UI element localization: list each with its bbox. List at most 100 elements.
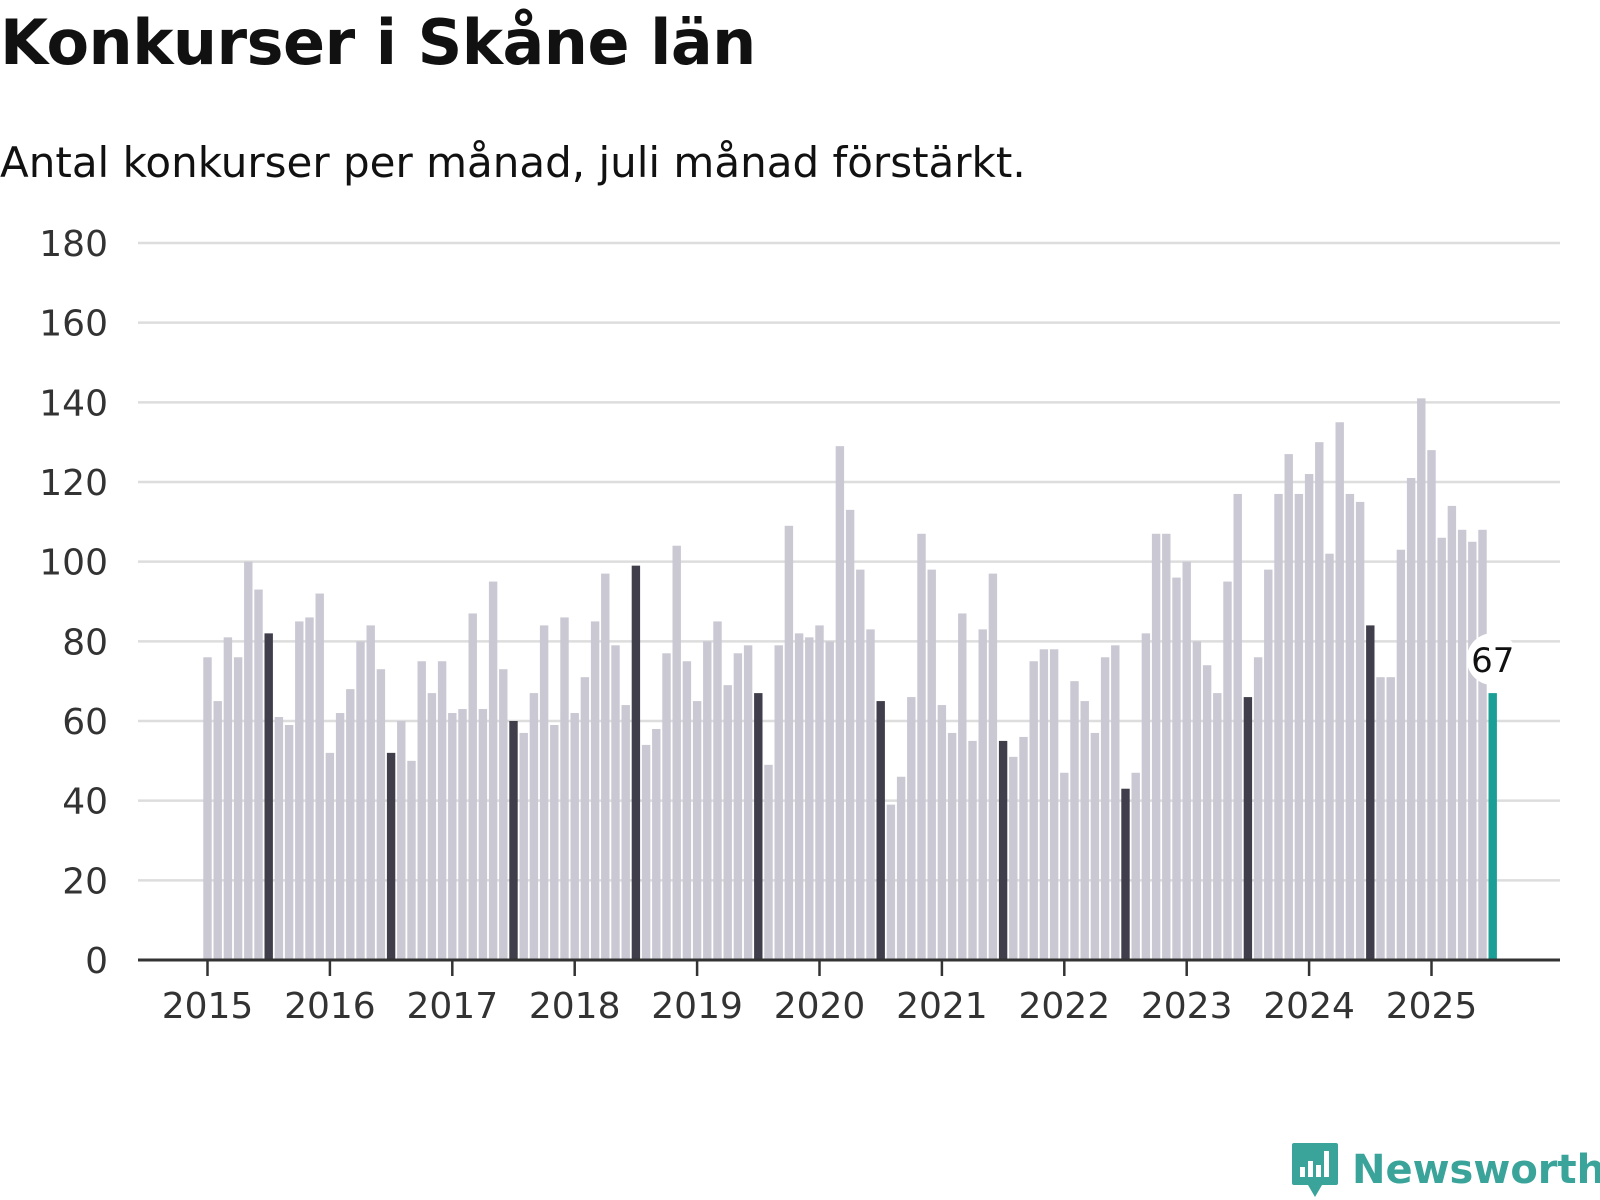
bar xyxy=(478,709,488,960)
bar xyxy=(1264,569,1273,960)
x-tick-label: 2019 xyxy=(651,986,743,1027)
bar xyxy=(427,693,437,960)
bar xyxy=(794,633,804,960)
bar xyxy=(488,581,498,960)
y-tick-label: 20 xyxy=(62,861,108,902)
x-tick-label: 2015 xyxy=(162,986,254,1027)
x-tick-label: 2023 xyxy=(1141,986,1233,1027)
bar xyxy=(631,565,641,960)
bar xyxy=(295,621,304,960)
bar xyxy=(652,728,661,960)
bar xyxy=(264,633,273,960)
y-tick-label: 80 xyxy=(62,622,108,663)
bar xyxy=(927,569,936,960)
latest-value-label: 67 xyxy=(1471,641,1514,681)
bar xyxy=(223,637,233,960)
bar xyxy=(366,625,375,960)
bar xyxy=(866,629,875,960)
y-tick-label: 120 xyxy=(39,463,108,504)
bar xyxy=(550,724,559,960)
bar xyxy=(417,661,426,960)
bar xyxy=(621,705,630,960)
bar xyxy=(1274,493,1283,960)
bar xyxy=(570,713,579,960)
bar xyxy=(376,669,386,960)
bar xyxy=(1406,478,1416,960)
y-tick-label: 160 xyxy=(39,304,108,345)
bar xyxy=(692,701,702,960)
bar xyxy=(529,693,539,960)
bar xyxy=(233,657,243,960)
bar xyxy=(346,689,355,960)
bar xyxy=(815,625,824,960)
bar xyxy=(386,752,396,960)
bar xyxy=(203,657,212,960)
bar xyxy=(1009,756,1018,960)
bar xyxy=(437,661,447,960)
bar xyxy=(1253,657,1263,960)
bar xyxy=(1417,398,1426,961)
latest-value-badge xyxy=(1466,633,1519,686)
bar xyxy=(1478,529,1487,960)
bar xyxy=(1294,493,1304,960)
bar xyxy=(968,740,977,960)
bar xyxy=(1396,549,1406,960)
bar xyxy=(978,629,987,960)
bar xyxy=(845,509,855,960)
x-tick-label: 2020 xyxy=(774,986,866,1027)
bar xyxy=(397,721,406,960)
bar xyxy=(1325,553,1334,960)
bar xyxy=(407,760,416,960)
bar xyxy=(1284,454,1293,960)
bar xyxy=(856,569,865,960)
bar xyxy=(1213,693,1222,960)
bar xyxy=(1355,501,1365,960)
bar xyxy=(1447,505,1457,960)
bar xyxy=(662,653,671,960)
y-tick-label: 60 xyxy=(62,702,108,743)
bar xyxy=(1100,657,1110,960)
bar xyxy=(1131,772,1140,960)
bar xyxy=(1182,561,1191,960)
bar xyxy=(886,804,896,960)
bar xyxy=(611,645,620,960)
x-tick-label: 2018 xyxy=(529,986,621,1027)
bar xyxy=(713,621,722,960)
newsworthy-logo: Newsworthy xyxy=(1290,1140,1600,1200)
bar xyxy=(1049,649,1059,960)
bar xyxy=(1111,645,1120,960)
bar xyxy=(254,589,263,960)
bar xyxy=(1243,697,1253,960)
y-tick-label: 0 xyxy=(85,941,108,982)
bar xyxy=(907,697,916,960)
bar xyxy=(743,645,753,960)
bar xyxy=(499,669,508,960)
bar xyxy=(590,621,600,960)
bar xyxy=(896,776,906,960)
bar xyxy=(1427,450,1436,960)
bar xyxy=(509,721,518,960)
bar xyxy=(1019,736,1028,960)
bar xyxy=(1070,681,1079,960)
bar xyxy=(1386,677,1395,960)
bar xyxy=(641,744,651,960)
bar xyxy=(774,645,783,960)
bar xyxy=(1090,732,1100,960)
bar xyxy=(998,740,1008,960)
x-tick-label: 2021 xyxy=(896,986,988,1027)
bar xyxy=(1223,581,1232,960)
bar xyxy=(325,752,335,960)
bar xyxy=(213,701,222,960)
bar xyxy=(1141,633,1151,960)
x-tick-label: 2025 xyxy=(1386,986,1478,1027)
bar xyxy=(1304,474,1314,960)
bar xyxy=(1345,493,1355,960)
bar xyxy=(274,717,284,960)
bar xyxy=(1488,693,1497,960)
bar xyxy=(468,613,477,960)
bar xyxy=(1335,422,1344,960)
bar xyxy=(335,713,345,960)
bar xyxy=(754,693,763,960)
bar xyxy=(958,613,967,960)
bar xyxy=(519,732,528,960)
